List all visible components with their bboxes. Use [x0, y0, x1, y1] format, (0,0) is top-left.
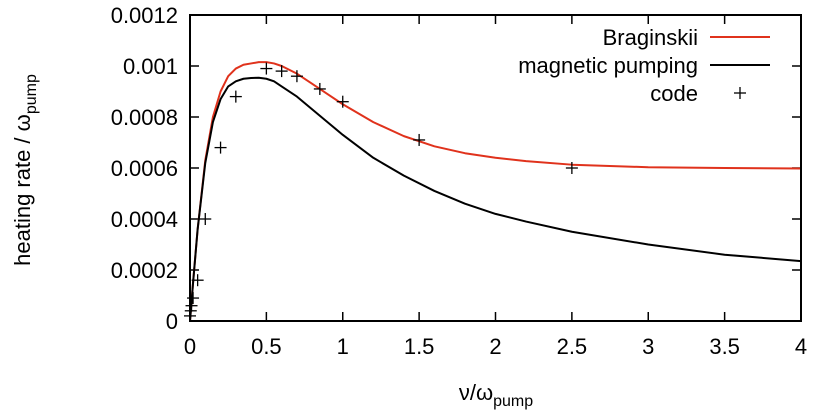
data-point — [214, 141, 227, 154]
y-tick-label: 0.0008 — [111, 105, 178, 130]
legend-label: magnetic pumping — [518, 53, 698, 78]
legend-swatch — [734, 87, 746, 99]
y-tick-label: 0 — [166, 309, 178, 334]
y-axis-label-base: heating rate / ω — [10, 114, 35, 266]
x-axis-label: ν/ωpump — [459, 380, 533, 410]
legend: Braginskii magnetic pumping code — [518, 25, 770, 106]
x-tick-label: 1.5 — [404, 334, 435, 359]
y-axis-label: heating rate / ωpump — [10, 74, 40, 266]
x-tick-label: 0.5 — [251, 334, 282, 359]
data-point — [336, 95, 349, 108]
x-tick-label: 1 — [337, 334, 349, 359]
y-tick-label: 0.0002 — [111, 258, 178, 283]
legend-label: code — [650, 81, 698, 106]
data-point — [565, 162, 578, 174]
y-tick-label: 0.001 — [123, 54, 178, 79]
plot-frame — [189, 14, 802, 322]
data-point — [229, 90, 242, 103]
legend-label: Braginskii — [603, 25, 698, 50]
x-axis-label-sub: pump — [493, 393, 533, 410]
data-point — [313, 82, 326, 95]
x-tick-label: 2.5 — [557, 334, 588, 359]
data-point — [260, 62, 273, 75]
x-tick-label: 3.5 — [709, 334, 740, 359]
data-point — [413, 133, 426, 146]
y-axis-label-sub: pump — [23, 74, 40, 114]
legend-item: Braginskii — [603, 25, 770, 50]
x-tick-label: 4 — [795, 334, 807, 359]
x-tick-label: 2 — [489, 334, 501, 359]
data-point — [199, 213, 212, 225]
legend-item: code — [650, 81, 746, 106]
data-point — [185, 299, 198, 312]
series-layer — [184, 61, 802, 322]
series-line-1 — [189, 76, 802, 322]
y-tick-label: 0.0004 — [111, 207, 178, 232]
x-axis-label-base: ν/ω — [459, 380, 493, 405]
data-point — [275, 65, 288, 78]
ticks: 0 0.5 1 1.5 2 2.5 3 3.5 4 0 0.0002 0.0004 0.0006 0.00… — [111, 3, 807, 359]
data-point — [191, 274, 204, 287]
data-point — [290, 70, 303, 83]
series-line-0 — [189, 61, 802, 322]
x-tick-label: 3 — [642, 334, 654, 359]
legend-item: magnetic pumping — [518, 53, 770, 78]
y-tick-label: 0.0006 — [111, 156, 178, 181]
data-point — [187, 292, 200, 305]
x-tick-label: 0 — [184, 334, 196, 359]
y-tick-label: 0.0012 — [111, 3, 178, 28]
